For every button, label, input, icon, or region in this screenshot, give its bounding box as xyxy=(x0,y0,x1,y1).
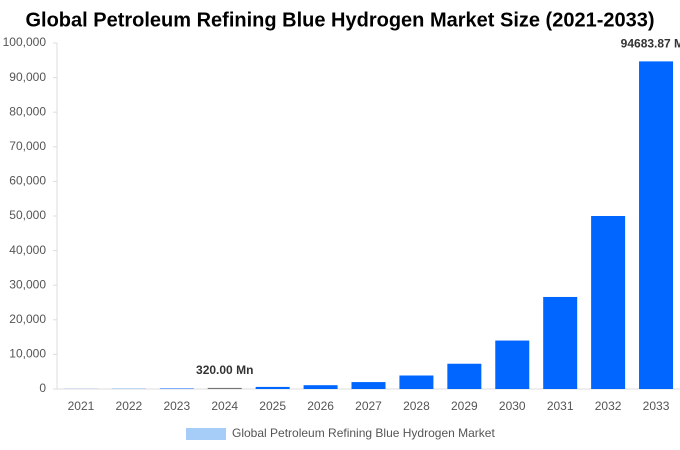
y-tick-label: 30,000 xyxy=(9,277,46,291)
y-tick-label: 40,000 xyxy=(9,243,46,257)
value-label: 320.00 Mn xyxy=(196,363,253,377)
y-tick-label: 0 xyxy=(39,381,46,395)
bar xyxy=(303,385,338,389)
chart-title: Global Petroleum Refining Blue Hydrogen … xyxy=(25,9,654,31)
value-label: 94683.87 Mn xyxy=(621,37,680,51)
x-tick-label: 2033 xyxy=(643,399,670,413)
x-tick-label: 2030 xyxy=(499,399,526,413)
x-tick-label: 2029 xyxy=(451,399,478,413)
bar xyxy=(399,375,434,389)
legend-swatch xyxy=(186,428,226,440)
y-tick-label: 60,000 xyxy=(9,174,46,188)
x-tick-label: 2028 xyxy=(403,399,430,413)
y-tick-label: 70,000 xyxy=(9,139,46,153)
bar xyxy=(255,386,290,389)
bar xyxy=(591,216,626,389)
x-tick-label: 2023 xyxy=(163,399,190,413)
x-tick-label: 2026 xyxy=(307,399,334,413)
y-tick-label: 10,000 xyxy=(9,347,46,361)
bar xyxy=(447,363,482,389)
x-tick-label: 2021 xyxy=(68,399,95,413)
x-tick-label: 2031 xyxy=(547,399,574,413)
x-tick-label: 2022 xyxy=(116,399,143,413)
x-tick-label: 2032 xyxy=(595,399,622,413)
y-tick-label: 90,000 xyxy=(9,70,46,84)
x-tick-label: 2027 xyxy=(355,399,382,413)
y-tick-label: 50,000 xyxy=(9,208,46,222)
y-tick-label: 100,000 xyxy=(3,35,47,49)
x-tick-label: 2024 xyxy=(211,399,238,413)
x-tick-label: 2025 xyxy=(259,399,286,413)
bar xyxy=(639,61,674,390)
bar xyxy=(351,382,386,389)
y-tick-label: 20,000 xyxy=(9,312,46,326)
bar xyxy=(495,340,530,389)
legend-label: Global Petroleum Refining Blue Hydrogen … xyxy=(232,426,495,440)
y-tick-label: 80,000 xyxy=(9,104,46,118)
bar xyxy=(159,388,194,389)
bar xyxy=(207,387,242,389)
bar xyxy=(543,296,578,389)
